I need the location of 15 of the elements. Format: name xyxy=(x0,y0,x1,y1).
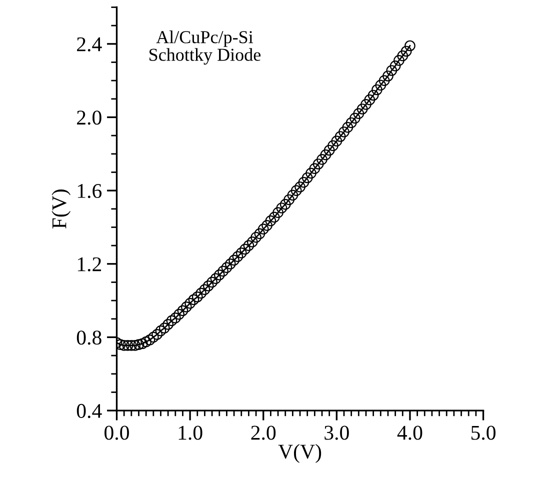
y-tick-label: 0.8 xyxy=(76,330,102,345)
x-tick-label: 2.0 xyxy=(251,426,276,440)
x-tick-label: 0.0 xyxy=(104,426,129,440)
y-axis-title: F(V) xyxy=(52,190,71,229)
y-tick-label: 2.0 xyxy=(77,110,102,125)
y-tick-label: 1.2 xyxy=(78,257,102,272)
x-axis-title: V(V) xyxy=(278,444,322,463)
y-tick-label: 0.4 xyxy=(76,404,102,418)
x-tick-label: 4.0 xyxy=(397,426,422,440)
y-tick-label: 1.6 xyxy=(78,184,102,198)
x-tick-label: 3.0 xyxy=(324,426,349,440)
y-tick-label: 2.4 xyxy=(77,37,102,52)
x-tick-label: 5.0 xyxy=(471,426,496,440)
annotation: Al/CuPc/p-Si Schottky Diode xyxy=(150,30,261,65)
x-tick-label: 1.0 xyxy=(178,426,202,440)
